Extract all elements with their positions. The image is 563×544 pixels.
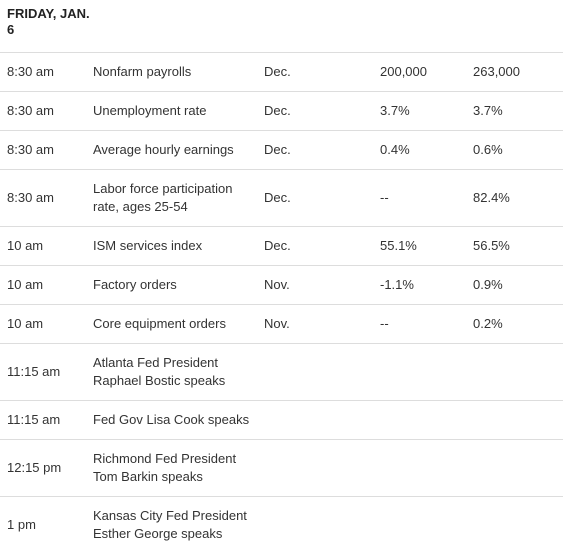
calendar-row: 11:15 am Atlanta Fed President Raphael Bo… [0, 343, 563, 400]
period-cell: Dec. [264, 190, 291, 205]
time-cell: 12:15 pm [7, 460, 62, 475]
previous-cell: 3.7% [473, 103, 503, 118]
previous-cell: 0.6% [473, 142, 503, 157]
event-cell: Fed Gov Lisa Cook speaks [93, 412, 250, 427]
forecast-cell: 200,000 [380, 64, 427, 79]
time-cell: 8:30 am [7, 64, 54, 79]
period-cell: Dec. [264, 103, 291, 118]
event-cell: Nonfarm payrolls [93, 64, 192, 79]
period-cell: Dec. [264, 238, 291, 253]
time-cell: 8:30 am [7, 103, 54, 118]
time-cell: 1 pm [7, 517, 36, 532]
calendar-row: 8:30 am Nonfarm payrolls Dec. 200,000 263,00… [0, 52, 563, 91]
event-cell: ISM services index [93, 238, 203, 253]
forecast-cell: -- [380, 316, 389, 331]
forecast-cell: -- [380, 190, 389, 205]
calendar-row: 10 am Factory orders Nov. -1.1% 0.9% [0, 265, 563, 304]
forecast-cell: 0.4% [380, 142, 410, 157]
calendar-row: 8:30 am Labor force participation rate, a… [0, 169, 563, 226]
event-cell: Core equipment orders [93, 316, 226, 331]
time-cell: 10 am [7, 316, 44, 331]
event-cell: Factory orders [93, 277, 177, 292]
calendar-row: 1 pm Kansas City Fed President Esther Geo… [0, 496, 563, 544]
time-cell: 8:30 am [7, 190, 54, 205]
period-cell: Nov. [264, 316, 290, 331]
event-cell: Kansas City Fed President Esther George … [93, 508, 247, 541]
forecast-cell: 3.7% [380, 103, 410, 118]
calendar-row: 8:30 am Unemployment rate Dec. 3.7% 3.7% [0, 91, 563, 130]
period-cell: Dec. [264, 64, 291, 79]
time-cell: 8:30 am [7, 142, 54, 157]
forecast-cell: -1.1% [380, 277, 414, 292]
event-cell: Average hourly earnings [93, 142, 234, 157]
day-heading: FRIDAY, JAN. 6 [7, 6, 90, 37]
period-cell: Dec. [264, 142, 291, 157]
time-cell: 10 am [7, 277, 44, 292]
event-cell: Labor force participation rate, ages 25-… [93, 181, 233, 214]
time-cell: 10 am [7, 238, 44, 253]
calendar-row: 10 am ISM services index Dec. 55.1% 56.5% [0, 226, 563, 265]
calendar-row: 10 am Core equipment orders Nov. -- 0.2% [0, 304, 563, 343]
calendar-table: 8:30 am Nonfarm payrolls Dec. 200,000 263,00… [0, 52, 563, 544]
calendar-row: 12:15 pm Richmond Fed President Tom Barki… [0, 439, 563, 496]
time-cell: 11:15 am [7, 364, 61, 379]
forecast-cell: 55.1% [380, 238, 417, 253]
time-cell: 11:15 am [7, 412, 61, 427]
previous-cell: 263,000 [473, 64, 520, 79]
event-cell: Atlanta Fed President Raphael Bostic spe… [93, 355, 226, 388]
previous-cell: 0.2% [473, 316, 503, 331]
event-cell: Richmond Fed President Tom Barkin speaks [93, 451, 237, 484]
period-cell: Nov. [264, 277, 290, 292]
calendar-row: 8:30 am Average hourly earnings Dec. 0.4% 0.… [0, 130, 563, 169]
event-cell: Unemployment rate [93, 103, 207, 118]
previous-cell: 82.4% [473, 190, 510, 205]
calendar-row: 11:15 am Fed Gov Lisa Cook speaks [0, 400, 563, 439]
previous-cell: 56.5% [473, 238, 510, 253]
previous-cell: 0.9% [473, 277, 503, 292]
